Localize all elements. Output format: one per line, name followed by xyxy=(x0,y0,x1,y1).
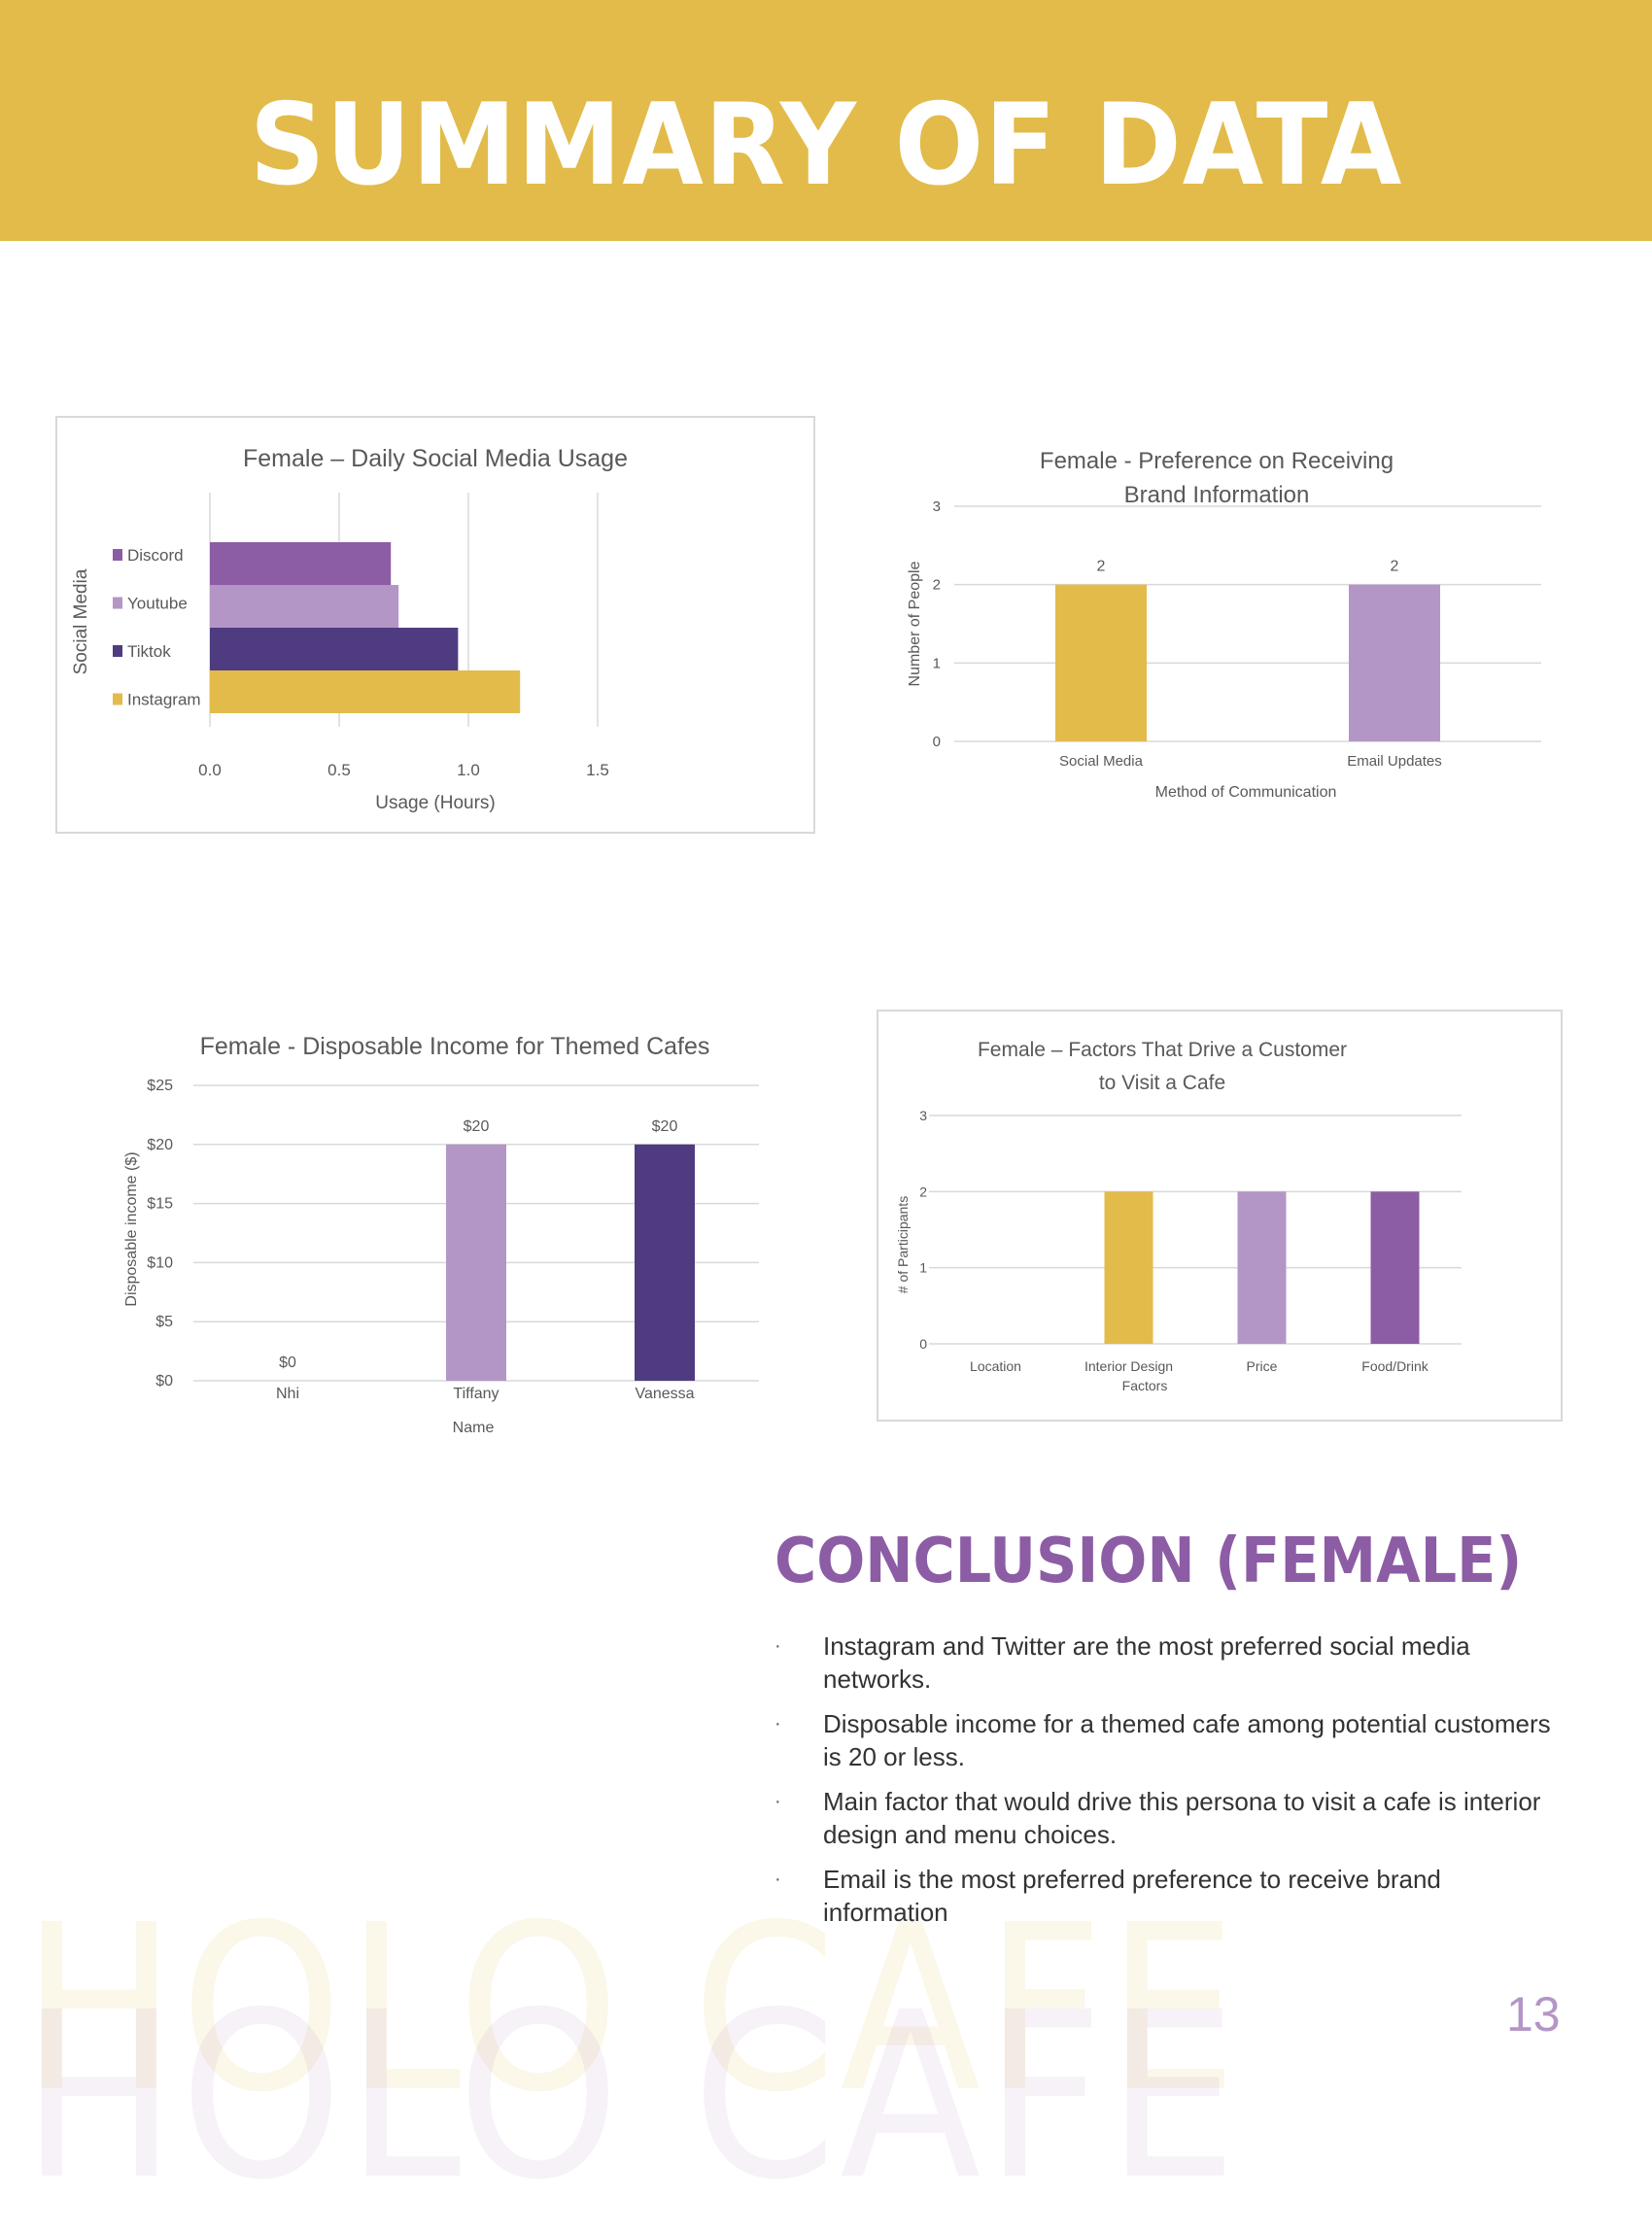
chart-social-media-usage: Female – Daily Social Media Usage 0.0 0.5 1… xyxy=(55,416,815,834)
chart-title: to Visit a Cafe xyxy=(1099,1072,1225,1094)
x-tick-label: 1.5 xyxy=(586,761,609,779)
bar-interior-design xyxy=(1104,1191,1153,1344)
page-title: SUMMARY OF DATA xyxy=(249,80,1403,211)
bar-youtube xyxy=(210,585,399,628)
x-axis-title: Name xyxy=(453,1420,495,1436)
y-axis-title: Social Media xyxy=(71,568,91,674)
bullet-icon: · xyxy=(774,1713,781,1734)
conclusion-item-text: Instagram and Twitter are the most prefe… xyxy=(823,1631,1470,1694)
legend-swatch xyxy=(113,597,122,609)
chart-title: Female – Factors That Drive a Customer xyxy=(978,1039,1347,1061)
legend-label: Tiktok xyxy=(127,642,171,661)
x-axis-title: Factors xyxy=(1122,1378,1168,1393)
chart-visit-factors-svg: Female – Factors That Drive a Customer to… xyxy=(895,1039,1462,1393)
x-tick-label: 0.0 xyxy=(198,761,222,779)
x-axis-title: Method of Communication xyxy=(1155,784,1337,801)
header-banner: SUMMARY OF DATA xyxy=(0,0,1652,241)
x-tick-label: Price xyxy=(1247,1358,1278,1374)
bar-discord xyxy=(210,542,392,585)
bar-tiffany xyxy=(446,1144,506,1381)
conclusion-item-text: Disposable income for a themed cafe amon… xyxy=(823,1709,1551,1771)
y-tick-label: $10 xyxy=(147,1254,173,1271)
legend-label: Discord xyxy=(127,546,184,565)
conclusion-item-text: Email is the most preferred preference t… xyxy=(823,1865,1441,1927)
y-tick-label: $0 xyxy=(155,1373,173,1389)
conclusion-section: CONCLUSION (FEMALE) · Instagram and Twitt… xyxy=(774,1530,1552,1940)
conclusion-title: CONCLUSION (FEMALE) xyxy=(774,1526,1523,1597)
x-tick-label: Tiffany xyxy=(453,1386,499,1402)
watermark-text-lavender: HOLO CAFE xyxy=(21,1963,1241,2230)
x-tick-label: Food/Drink xyxy=(1361,1358,1428,1374)
legend-label: Instagram xyxy=(127,691,201,709)
x-tick-label: 0.5 xyxy=(327,761,351,779)
bar-price xyxy=(1237,1191,1287,1344)
x-tick-label: Social Media xyxy=(1059,753,1144,770)
x-tick-label: 1.0 xyxy=(457,761,480,779)
conclusion-list: · Instagram and Twitter are the most pref… xyxy=(774,1630,1552,1929)
legend-swatch xyxy=(113,645,122,657)
y-tick-label: $15 xyxy=(147,1196,173,1213)
bar-instagram xyxy=(210,670,521,713)
chart-disposable-income: Female - Disposable Income for Themed Ca… xyxy=(107,1011,768,1448)
y-tick-label: 0 xyxy=(933,734,941,750)
y-tick-label: 2 xyxy=(919,1184,927,1199)
y-tick-label: 1 xyxy=(933,655,941,671)
x-tick-label: Email Updates xyxy=(1347,753,1442,770)
x-tick-label: Location xyxy=(970,1358,1021,1374)
chart-social-media-usage-svg: Female – Daily Social Media Usage 0.0 0.5 1… xyxy=(71,445,628,813)
x-axis-title: Usage (Hours) xyxy=(375,793,496,813)
conclusion-item: · Disposable income for a themed cafe amo… xyxy=(774,1707,1552,1773)
y-tick-label: $20 xyxy=(147,1137,173,1153)
chart-title: Female - Preference on Receiving xyxy=(1040,448,1394,474)
x-tick-label: Interior Design xyxy=(1084,1358,1173,1374)
bar-vanessa xyxy=(635,1144,695,1381)
data-label: $0 xyxy=(279,1355,296,1371)
chart-brand-info-preference: Female - Preference on Receiving Brand In… xyxy=(875,408,1574,836)
chart-title: Female - Disposable Income for Themed Ca… xyxy=(200,1033,710,1060)
chart-title: Brand Information xyxy=(1124,482,1310,508)
data-label: $20 xyxy=(652,1118,678,1135)
conclusion-item: · Main factor that would drive this perso… xyxy=(774,1785,1552,1851)
conclusion-item: · Instagram and Twitter are the most pref… xyxy=(774,1630,1552,1696)
y-tick-label: 2 xyxy=(933,577,941,594)
chart-disposable-income-svg: Female - Disposable Income for Themed Ca… xyxy=(123,1033,759,1436)
y-tick-label: 0 xyxy=(919,1336,927,1352)
legend-swatch xyxy=(113,693,122,705)
y-tick-label: 3 xyxy=(919,1108,927,1123)
page-number: 13 xyxy=(1506,1987,1561,2041)
bullet-icon: · xyxy=(774,1635,781,1657)
watermark-text-gold: HOLO CAFE xyxy=(21,1875,1241,2143)
data-label: $20 xyxy=(464,1118,490,1135)
x-tick-label: Vanessa xyxy=(635,1386,694,1402)
bar-email-updates xyxy=(1349,584,1440,741)
y-tick-label: 1 xyxy=(919,1260,927,1276)
y-axis-title: # of Participants xyxy=(895,1196,911,1293)
chart-brand-info-preference-svg: Female - Preference on Receiving Brand In… xyxy=(907,448,1541,801)
data-label: 2 xyxy=(1391,559,1399,575)
y-tick-label: $5 xyxy=(155,1314,173,1330)
conclusion-item: · Email is the most preferred preference … xyxy=(774,1863,1552,1929)
bullet-icon: · xyxy=(774,1869,781,1890)
conclusion-item-text: Main factor that would drive this person… xyxy=(823,1787,1541,1849)
y-tick-label: $25 xyxy=(147,1078,173,1094)
bar-social-media xyxy=(1055,584,1147,741)
y-tick-label: 3 xyxy=(933,498,941,515)
x-tick-label: Nhi xyxy=(276,1386,299,1402)
data-label: 2 xyxy=(1097,559,1106,575)
chart-visit-factors: Female – Factors That Drive a Customer to… xyxy=(877,1010,1563,1422)
y-axis-title: Number of People xyxy=(907,561,923,686)
legend-swatch xyxy=(113,549,122,561)
y-axis-title: Disposable income ($) xyxy=(123,1151,140,1306)
bullet-icon: · xyxy=(774,1791,781,1812)
bar-tiktok xyxy=(210,628,459,670)
chart-title: Female – Daily Social Media Usage xyxy=(243,445,628,472)
legend-label: Youtube xyxy=(127,595,188,613)
bar-food-drink xyxy=(1370,1191,1420,1344)
